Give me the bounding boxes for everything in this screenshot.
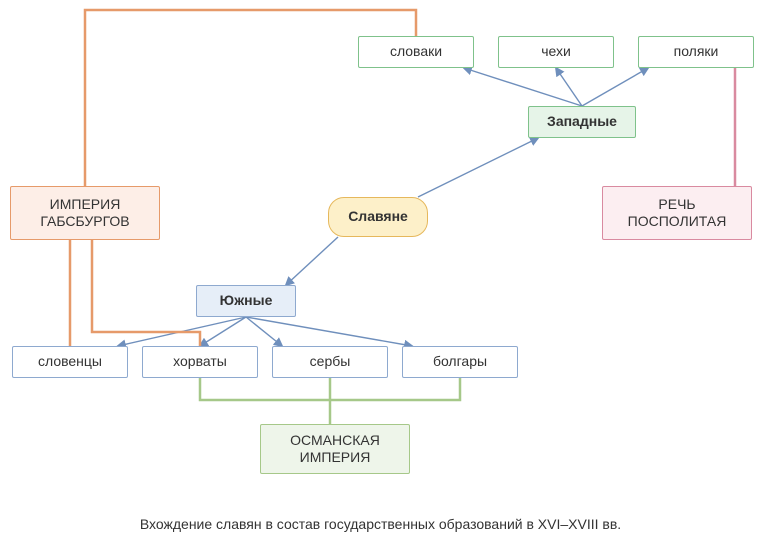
arrow (464, 68, 582, 106)
arrow (200, 317, 246, 346)
arrow (246, 317, 282, 346)
node-ottoman: ОСМАНСКАЯ ИМПЕРИЯ (260, 424, 410, 474)
node-horvaty: хорваты (142, 346, 258, 378)
arrow (246, 317, 412, 346)
node-yuzhnye: Южные (196, 285, 296, 317)
node-slovaki: словаки (358, 36, 474, 68)
arrow (286, 237, 338, 285)
node-rzecz: РЕЧЬ ПОСПОЛИТАЯ (602, 186, 752, 240)
arrow (582, 68, 648, 106)
node-slaviane: Славяне (328, 197, 428, 237)
node-bolgary: болгары (402, 346, 518, 378)
arrow (556, 68, 582, 106)
node-habsburg: ИМПЕРИЯ ГАБСБУРГОВ (10, 186, 160, 240)
arrow (118, 317, 246, 346)
node-zapadnye: Западные (528, 106, 636, 138)
connector-line (200, 378, 460, 400)
node-serby: сербы (272, 346, 388, 378)
diagram-stage: Славяне Западные Южные словаки чехи поляки сло… (0, 0, 761, 554)
node-polyaki: поляки (638, 36, 754, 68)
diagram-caption: Вхождение славян в состав государственны… (0, 516, 761, 532)
node-slovency: словенцы (12, 346, 128, 378)
connector-line (92, 240, 200, 346)
arrow (418, 138, 538, 197)
node-chekhi: чехи (498, 36, 614, 68)
